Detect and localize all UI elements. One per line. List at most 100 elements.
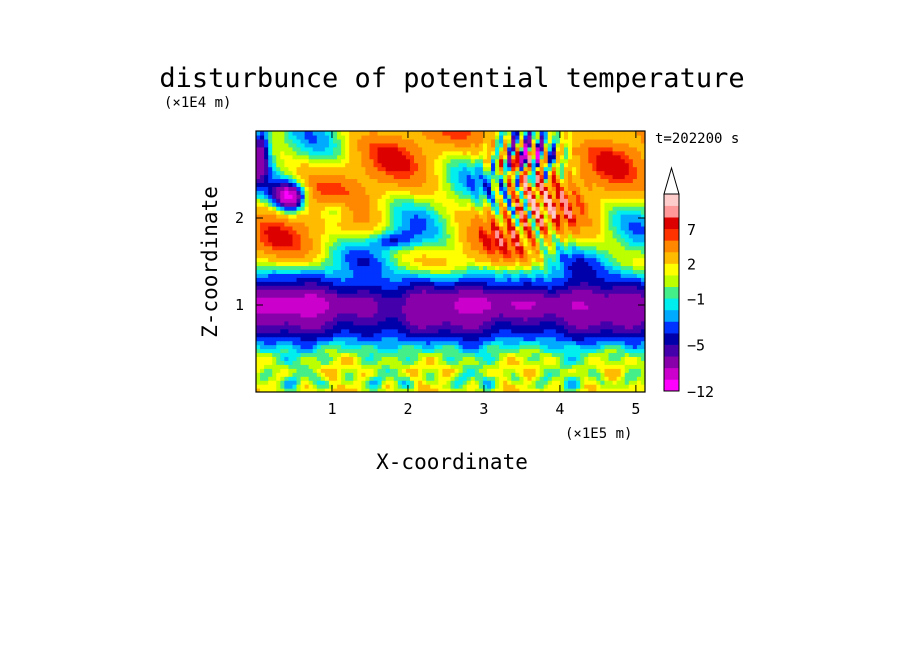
field-cell xyxy=(543,245,549,251)
field-cell xyxy=(523,384,529,389)
field-cell xyxy=(503,308,508,314)
field-cell xyxy=(397,344,403,350)
field-cell xyxy=(393,285,399,290)
field-cell xyxy=(365,233,371,239)
field-cell xyxy=(600,245,606,251)
field-cell xyxy=(563,261,569,267)
field-cell xyxy=(620,384,626,389)
field-cell xyxy=(466,245,472,251)
field-cell xyxy=(320,320,326,326)
field-cell xyxy=(385,356,391,361)
field-cell xyxy=(284,221,290,227)
field-cell xyxy=(268,316,273,322)
field-cell xyxy=(576,261,581,267)
field-cell xyxy=(284,352,290,357)
field-cell xyxy=(349,261,354,267)
field-cell xyxy=(523,198,529,203)
field-cell xyxy=(482,198,488,203)
field-cell xyxy=(385,297,391,302)
field-cell xyxy=(349,194,354,199)
field-cell xyxy=(422,285,427,290)
field-cell xyxy=(332,368,338,373)
field-cell xyxy=(563,190,569,195)
field-cell xyxy=(288,308,294,314)
field-cell xyxy=(495,328,500,334)
field-cell xyxy=(369,372,375,377)
field-cell xyxy=(580,356,585,361)
field-cell xyxy=(389,241,395,247)
field-cell xyxy=(438,320,443,326)
field-cell xyxy=(385,360,391,365)
field-cell xyxy=(559,186,565,191)
field-cell xyxy=(620,225,626,231)
field-cell xyxy=(507,301,512,306)
field-cell xyxy=(491,273,496,278)
field-cell xyxy=(389,352,395,357)
field-cell xyxy=(462,218,468,223)
field-cell xyxy=(434,312,439,318)
field-cell xyxy=(576,324,581,330)
field-cell xyxy=(422,253,427,259)
field-cell xyxy=(365,281,371,286)
field-cell xyxy=(515,289,520,294)
field-cell xyxy=(507,273,512,278)
field-cell xyxy=(478,265,484,270)
field-cell xyxy=(304,229,310,235)
field-cell xyxy=(499,285,504,290)
field-cell xyxy=(543,308,549,314)
field-cell xyxy=(385,380,391,385)
field-cell xyxy=(272,360,277,365)
field-cell xyxy=(588,316,593,322)
field-cell xyxy=(572,344,577,350)
field-cell xyxy=(470,289,476,294)
field-cell xyxy=(515,308,520,314)
field-cell xyxy=(389,324,395,330)
field-cell xyxy=(584,332,589,338)
field-cell xyxy=(426,336,431,342)
field-cell xyxy=(604,277,610,282)
field-cell xyxy=(470,305,476,310)
field-cell xyxy=(640,214,645,219)
field-cell xyxy=(320,277,326,282)
field-cell xyxy=(438,285,443,290)
field-cell xyxy=(292,312,298,318)
field-cell xyxy=(539,360,545,365)
field-cell xyxy=(499,364,504,369)
field-cell xyxy=(531,368,537,373)
field-cell xyxy=(397,202,403,207)
field-cell xyxy=(576,249,581,255)
field-cell xyxy=(312,269,318,274)
field-cell xyxy=(563,257,569,263)
field-cell xyxy=(527,308,533,314)
field-cell xyxy=(624,214,630,219)
field-cell xyxy=(462,340,468,346)
field-cell xyxy=(482,245,488,251)
field-cell xyxy=(332,210,338,215)
field-cell xyxy=(511,348,516,354)
field-cell xyxy=(328,348,334,354)
field-cell xyxy=(304,388,310,392)
field-cell xyxy=(316,352,322,357)
field-cell xyxy=(409,388,415,392)
field-cell xyxy=(612,221,618,227)
field-cell xyxy=(405,316,411,322)
field-cell xyxy=(454,360,460,365)
field-cell xyxy=(474,372,480,377)
field-cell xyxy=(523,206,529,211)
field-cell xyxy=(401,328,407,334)
field-cell xyxy=(276,308,281,314)
field-cell xyxy=(446,229,452,235)
field-cell xyxy=(482,289,488,294)
field-cell xyxy=(499,198,504,203)
field-cell xyxy=(337,352,342,357)
field-cell xyxy=(361,237,366,243)
field-cell xyxy=(559,253,565,259)
field-cell xyxy=(369,380,375,385)
field-cell xyxy=(466,281,472,286)
field-cell xyxy=(288,273,294,278)
field-cell xyxy=(353,210,358,215)
field-cell xyxy=(430,257,435,263)
field-cell xyxy=(405,348,411,354)
field-cell xyxy=(458,336,464,342)
field-cell xyxy=(438,340,443,346)
